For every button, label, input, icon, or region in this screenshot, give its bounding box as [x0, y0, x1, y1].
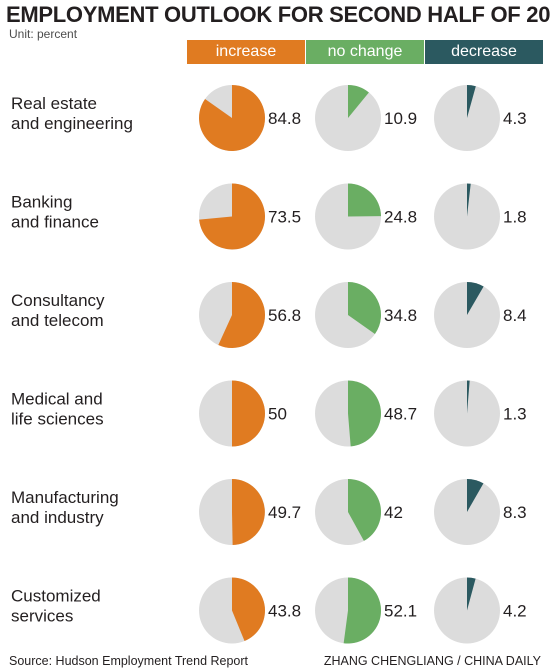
value-label-no-change: 10.9: [384, 109, 417, 128]
pie-slice-no-change: [348, 380, 381, 447]
pie-slice-increase: [232, 380, 265, 447]
value-label-no-change: 24.8: [384, 208, 417, 227]
row-label: Medical and life sciences: [11, 390, 104, 429]
pie-slice-decrease: [467, 479, 484, 512]
row-label-line: Customized: [11, 587, 101, 606]
row-label-line: Banking: [11, 193, 72, 212]
chart-title: EMPLOYMENT OUTLOOK FOR SECOND HALF OF 20…: [6, 2, 550, 27]
row-label-line: Consultancy: [11, 291, 105, 310]
pie-slice-no-change: [348, 183, 381, 217]
row-label-line: life sciences: [11, 410, 104, 429]
pie-slice-decrease: [467, 282, 484, 315]
pie-slice-decrease: [467, 183, 471, 217]
value-label-increase: 56.8: [268, 306, 301, 325]
pie-slice-decrease: [467, 85, 476, 118]
row-label: Manufacturing and industry: [11, 488, 119, 527]
legend-increase: increase: [187, 40, 305, 64]
pie-slice-decrease: [467, 380, 470, 414]
row-label-line: Medical and: [11, 390, 103, 409]
row-label-line: and industry: [11, 508, 104, 527]
value-label-decrease: 8.4: [503, 306, 527, 325]
source-note: Source: Hudson Employment Trend Report: [9, 654, 249, 668]
row-label: Banking and finance: [11, 193, 99, 232]
value-label-decrease: 4.3: [503, 109, 527, 128]
value-label-no-change: 48.7: [384, 405, 417, 424]
row-label-line: and telecom: [11, 311, 104, 330]
pie-slice-no-change: [343, 577, 382, 644]
value-label-increase: 43.8: [268, 602, 301, 621]
row-label: Customized services: [11, 587, 101, 626]
row-label-line: Manufacturing: [11, 488, 119, 507]
pie-slice-no-change: [348, 282, 382, 335]
pie-slice-increase: [218, 282, 266, 348]
value-label-increase: 84.8: [268, 109, 301, 128]
value-label-increase: 50: [268, 405, 287, 424]
pie-slice-no-change: [348, 85, 369, 118]
pie-slice-increase: [232, 577, 266, 642]
value-label-decrease: 8.3: [503, 503, 527, 522]
value-label-decrease: 4.2: [503, 602, 527, 621]
value-label-increase: 49.7: [268, 503, 301, 522]
row-label: Real estate and engineering: [11, 94, 133, 133]
credit-note: ZHANG CHENGLIANG / CHINA DAILY: [323, 654, 541, 668]
pie-slice-increase: [199, 183, 266, 250]
legend-decrease: decrease: [425, 40, 543, 64]
row-label-line: Real estate: [11, 94, 97, 113]
row-label-line: and engineering: [11, 114, 133, 133]
value-label-decrease: 1.3: [503, 405, 527, 424]
value-label-decrease: 1.8: [503, 208, 527, 227]
value-label-no-change: 52.1: [384, 602, 417, 621]
row-label-line: services: [11, 607, 73, 626]
pie-slice-no-change: [348, 479, 382, 541]
pie-slice-decrease: [467, 577, 476, 611]
pie-slice-increase: [198, 85, 265, 151]
row-label-line: and finance: [11, 213, 99, 232]
unit-label: Unit: percent: [9, 27, 78, 41]
legend-no-change: no change: [306, 40, 424, 64]
value-label-no-change: 42: [384, 503, 403, 522]
value-label-increase: 73.5: [268, 208, 301, 227]
value-label-no-change: 34.8: [384, 306, 417, 325]
row-label: Consultancy and telecom: [11, 291, 105, 330]
pie-slice-increase: [232, 479, 265, 545]
